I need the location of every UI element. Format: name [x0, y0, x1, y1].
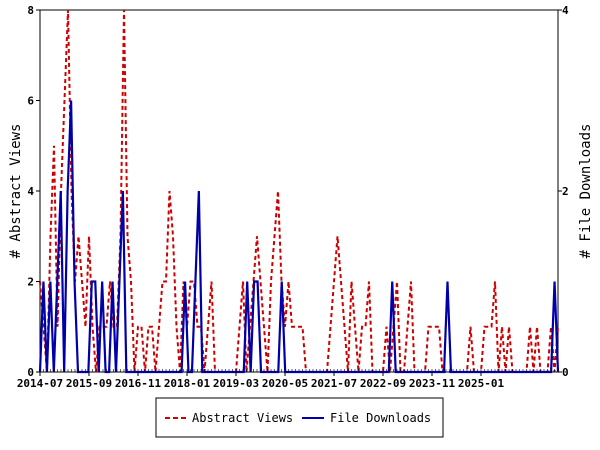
legend-label-file-downloads: File Downloads — [330, 411, 431, 425]
x-tick-label: 2019-03 — [213, 377, 259, 390]
y-left-tick-label: 8 — [27, 4, 34, 17]
y-right-tick-label: 0 — [562, 366, 569, 379]
x-tick-label: 2021-07 — [311, 377, 357, 390]
x-tick-label: 2015-09 — [66, 377, 112, 390]
legend: Abstract Views File Downloads — [155, 397, 444, 438]
legend-label-abstract-views: Abstract Views — [192, 411, 293, 425]
y-right-tick-label: 2 — [562, 185, 569, 198]
x-tick-label: 2023-11 — [409, 377, 456, 390]
tick-layer: 0 2 4 6 8 0 2 4 2014-07 2015-09 2016-11 2018-01 2019… — [17, 4, 569, 390]
x-tick-label: 2018-01 — [164, 377, 211, 390]
series-line-abstract-views — [39, 9, 559, 373]
y-axis-right-title: # File Downloads — [578, 124, 594, 259]
x-tick-label: 2014-07 — [17, 377, 63, 390]
y-left-tick-label: 6 — [27, 95, 34, 108]
legend-box — [155, 397, 444, 438]
x-tick-label: 2022-09 — [360, 377, 406, 390]
y-left-tick-label: 2 — [27, 276, 34, 289]
y-left-tick-label: 0 — [27, 366, 34, 379]
x-tick-label: 2025-01 — [458, 377, 505, 390]
x-tick-label: 2020-05 — [262, 377, 308, 390]
y-axis-left-title: # Abstract Views — [8, 124, 24, 259]
x-tick-label: 2016-11 — [115, 377, 162, 390]
y-right-tick-label: 4 — [562, 4, 569, 17]
y-left-tick-label: 4 — [27, 185, 34, 198]
